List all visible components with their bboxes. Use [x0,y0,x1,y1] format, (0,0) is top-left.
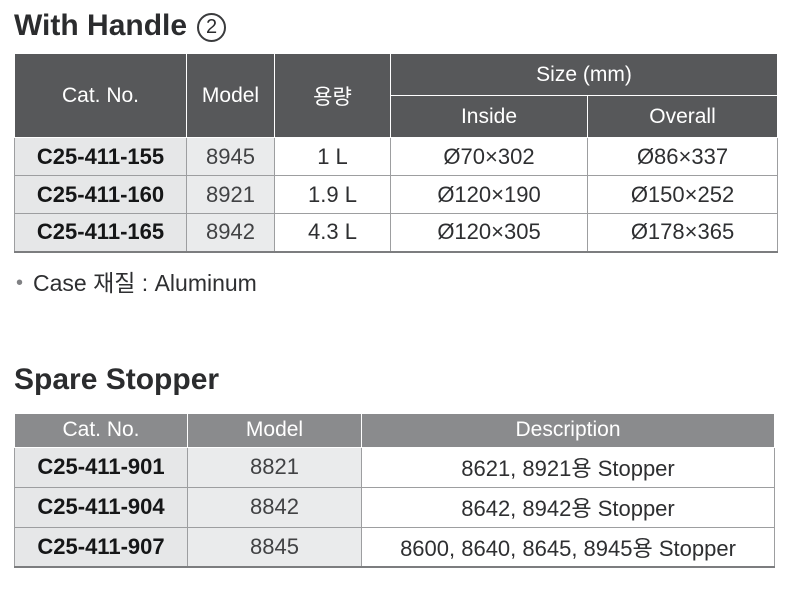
header-inside: Inside [390,95,588,138]
circled-number-2-value: 2 [206,16,218,38]
table-row: C25-411-907 8845 8600, 8640, 8645, 8945용… [14,526,775,568]
model-cell: 8821 [187,446,362,488]
model-cell: 8945 [186,137,275,176]
section-title-with-handle: With Handle 2 [14,8,800,44]
case-material-note: • Case 재질 : Aluminum [16,270,800,296]
with-handle-title-text: With Handle [14,9,188,42]
description-cell: 8642, 8942용 Stopper [361,486,775,528]
header-model: Model [187,412,362,448]
inside-size-cell: Ø120×305 [390,213,588,252]
spare-stopper-table: Cat. No. Model Description C25-411-901 8… [14,412,775,568]
header-overall: Overall [586,95,779,138]
overall-size-cell: Ø178×365 [586,213,779,252]
header-model: Model [186,53,275,138]
overall-size-cell: Ø86×337 [586,137,779,176]
case-material-note-text: Case 재질 : Aluminum [33,269,257,296]
model-cell: 8942 [186,213,275,252]
cat-no-cell: C25-411-160 [14,175,187,214]
cat-no-cell: C25-411-901 [14,446,188,488]
table-row: C25-411-155 8945 1 L Ø70×302 Ø86×337 [14,137,779,176]
table-header-row: Cat. No. Model 용량 Size (mm) [14,53,779,138]
model-cell: 8842 [187,486,362,528]
model-cell: 8921 [186,175,275,214]
header-cat-no: Cat. No. [14,53,187,138]
section-title-spare-stopper: Spare Stopper [14,362,800,398]
model-cell: 8845 [187,526,362,568]
cat-no-cell: C25-411-904 [14,486,188,528]
table-header-row: Cat. No. Model Description [14,412,775,448]
table-header-subrow: Inside Overall [15,95,779,138]
table-row: C25-411-901 8821 8621, 8921용 Stopper [14,446,775,488]
header-size-group: Size (mm) [389,53,779,96]
inside-size-cell: Ø120×190 [390,175,588,214]
spare-stopper-title-text: Spare Stopper [14,362,220,396]
cat-no-cell: C25-411-155 [14,137,187,176]
overall-size-cell: Ø150×252 [586,175,779,214]
inside-size-cell: Ø70×302 [390,137,588,176]
description-cell: 8600, 8640, 8645, 8945용 Stopper [361,526,775,568]
table-row: C25-411-160 8921 1.9 L Ø120×190 Ø150×252 [14,175,779,214]
catalog-page: With Handle 2 Cat. No. Model 용량 Size (mm… [0,8,800,614]
cat-no-cell: C25-411-907 [14,526,188,568]
header-capacity: 용량 [274,53,391,138]
header-description: Description [361,412,775,448]
header-cat-no: Cat. No. [14,412,188,448]
capacity-cell: 1 L [274,137,391,176]
table-row: C25-411-904 8842 8642, 8942용 Stopper [14,486,775,528]
capacity-cell: 1.9 L [274,175,391,214]
with-handle-table: Cat. No. Model 용량 Size (mm) Inside Overa… [14,53,779,253]
bullet-icon: • [16,271,24,294]
capacity-cell: 4.3 L [274,213,391,252]
table-row: C25-411-165 8942 4.3 L Ø120×305 Ø178×365 [14,213,779,252]
circled-number-2-icon: 2 [197,12,227,42]
cat-no-cell: C25-411-165 [14,213,187,252]
description-cell: 8621, 8921용 Stopper [361,446,775,488]
